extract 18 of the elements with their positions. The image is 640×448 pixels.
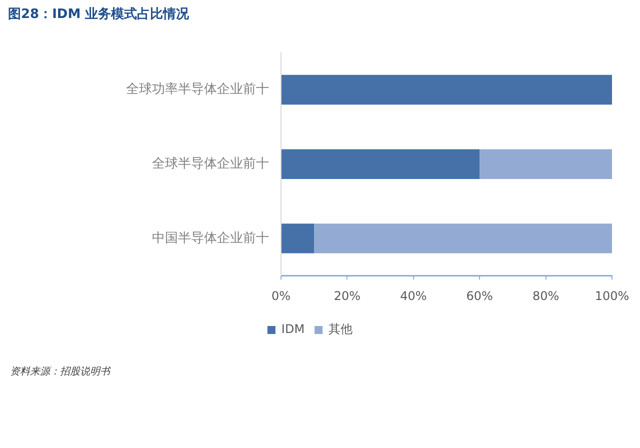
x-tick-label: 0%	[271, 288, 291, 303]
x-tick-label: 20%	[334, 288, 361, 303]
bar	[480, 149, 612, 179]
text: 资料来源：招股说明书	[10, 366, 111, 378]
x-tick-label: 40%	[400, 288, 427, 303]
x-tick-label: 100%	[594, 288, 630, 303]
y-tick-label: 中国半导体企业前十	[152, 230, 269, 246]
text: 图28：IDM 业务模式占比情况	[8, 6, 190, 22]
legend-label: IDM	[281, 322, 305, 336]
legend-label: 其他	[328, 322, 353, 336]
y-tick-label: 全球功率半导体企业前十	[126, 81, 269, 98]
bar	[282, 149, 480, 179]
bar	[282, 224, 314, 254]
x-tick-label: 60%	[466, 288, 493, 303]
bar	[282, 74, 612, 105]
bar	[314, 224, 612, 254]
y-tick-label: 全球半导体企业前十	[152, 156, 269, 172]
x-tick-label: 80%	[532, 288, 560, 303]
